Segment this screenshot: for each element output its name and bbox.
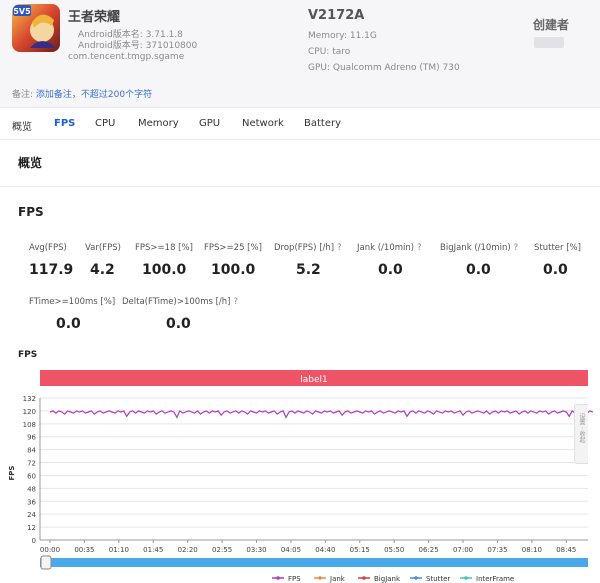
metric-label-delta-ftime: Delta(FTime)>100ms [/h]?: [122, 297, 239, 307]
y-tick-label: 36: [27, 498, 36, 506]
tab-gpu[interactable]: GPU: [199, 118, 221, 129]
x-tick-label: 06:25: [419, 546, 439, 554]
legend-marker: [318, 576, 322, 580]
legend-label: InterFrame: [476, 575, 514, 583]
add-note-link[interactable]: 添加备注，不超过200个字符: [35, 90, 153, 100]
x-tick-label: 07:35: [487, 546, 507, 554]
y-tick-label: 0: [32, 537, 36, 545]
device-cpu: CPU: taro: [308, 47, 351, 57]
tab-network[interactable]: Network: [242, 118, 284, 129]
x-tick-label: 01:45: [143, 546, 163, 554]
x-tick-label: 08:45: [556, 546, 576, 554]
delta-ftime-help-icon[interactable]: ?: [233, 297, 239, 307]
metric-value-fps-25: 100.0: [211, 262, 256, 278]
tab-overview[interactable]: 概览: [12, 122, 32, 133]
x-tick-label: 08:10: [522, 546, 542, 554]
metric-value-delta-ftime: 0.0: [166, 316, 191, 332]
x-tick-label: 00:00: [40, 546, 60, 554]
region-label-text: label1: [300, 375, 328, 385]
x-tick-label: 02:55: [212, 546, 232, 554]
tab-memory[interactable]: Memory: [138, 118, 179, 129]
y-tick-label: 72: [27, 460, 36, 468]
x-tick-label: 03:30: [246, 546, 266, 554]
fps-chart[interactable]: label1 0 12 24 36 48 60 72 84 96 108 120 132 FPS 00:00…: [0, 362, 600, 583]
legend-marker: [362, 576, 366, 580]
device-gpu: GPU: Qualcomm Adreno (TM) 730: [308, 63, 460, 73]
creator-value-redacted: [534, 37, 564, 48]
creator-label: 创建者: [533, 18, 570, 32]
metric-value-fps-18: 100.0: [142, 262, 187, 278]
metric-label-jank: Jank (/10min)?: [357, 243, 422, 253]
x-tick-label: 07:00: [453, 546, 473, 554]
metric-label-stutter: Stutter [%]: [534, 243, 581, 253]
metric-label-bigjank: BigJank (/10min)?: [440, 243, 519, 253]
chart-title: FPS: [18, 350, 38, 360]
legend-label: FPS: [288, 575, 301, 583]
region-label-bar: [40, 370, 588, 386]
y-tick-label: 84: [27, 447, 36, 455]
x-tick-label: 04:05: [281, 546, 301, 554]
y-tick-label: 60: [27, 472, 36, 480]
side-tab-text: 设置 · 收起: [578, 413, 585, 443]
overview-title: 概览: [18, 156, 43, 170]
y-tick-label: 12: [27, 524, 36, 532]
note-row: 备注: 添加备注，不超过200个字符: [12, 87, 152, 100]
y-tick-label: 48: [27, 485, 36, 493]
metric-value-var-fps: 4.2: [90, 262, 115, 278]
legend-label: Jank: [329, 575, 346, 583]
legend-label: BigJank: [374, 575, 401, 583]
report-header: 5V5 王者荣耀 Android版本名: 3.71.1.8 Android版本号…: [0, 0, 600, 108]
metric-label-avg-fps: Avg(FPS): [29, 243, 67, 253]
y-tick-label: 120: [23, 408, 36, 416]
legend-marker: [414, 576, 418, 580]
metric-label-fps-25: FPS>=25 [%]: [204, 243, 262, 253]
tab-fps[interactable]: FPS: [54, 118, 76, 129]
tab-bar: 概览 FPS CPU Memory GPU Network Battery: [0, 108, 600, 140]
metric-label-ftime: FTime>=100ms [%]: [29, 297, 116, 307]
legend-marker: [276, 576, 280, 580]
jank-help-icon[interactable]: ?: [417, 243, 422, 253]
android-version-code: Android版本号: 371010800: [78, 41, 198, 51]
drop-fps-help-icon[interactable]: ?: [337, 243, 342, 253]
metric-label-drop-fps: Drop(FPS) [/h]?: [274, 243, 342, 253]
metric-value-ftime: 0.0: [56, 316, 81, 332]
x-tick-label: 02:20: [178, 546, 198, 554]
metric-value-jank: 0.0: [378, 262, 403, 278]
tab-battery[interactable]: Battery: [304, 118, 342, 129]
x-tick-label: 00:35: [74, 546, 94, 554]
android-version-name: Android版本名: 3.71.1.8: [78, 30, 183, 40]
metric-label-var-fps: Var(FPS): [85, 243, 121, 253]
metric-value-stutter: 0.0: [543, 262, 568, 278]
x-tick-label: 05:15: [350, 546, 370, 554]
tab-cpu[interactable]: CPU: [95, 118, 116, 129]
app-name: 王者荣耀: [68, 10, 121, 25]
device-memory: Memory: 11.1G: [308, 31, 377, 41]
y-tick-label: 96: [27, 434, 36, 442]
y-tick-label: 132: [23, 395, 36, 403]
package-name: com.tencent.tmgp.sgame: [68, 52, 185, 62]
x-tick-label: 04:40: [315, 546, 335, 554]
fps-series-line: [49, 409, 594, 419]
legend-label: Stutter: [426, 575, 450, 583]
y-tick-label: 24: [27, 511, 36, 519]
metric-value-drop-fps: 5.2: [296, 262, 321, 278]
slider-handle[interactable]: [40, 555, 52, 570]
time-range-slider[interactable]: [40, 558, 588, 567]
device-model: V2172A: [308, 8, 365, 23]
legend-marker: [464, 576, 468, 580]
fps-section-title: FPS: [18, 205, 44, 219]
x-tick-label: 05:50: [384, 546, 404, 554]
side-panel-toggle[interactable]: 设置 · 收起: [574, 404, 588, 464]
svg-text:5V5: 5V5: [13, 7, 31, 16]
metric-label-fps-18: FPS>=18 [%]: [135, 243, 193, 253]
section-divider: [0, 186, 600, 187]
y-tick-label: 108: [23, 421, 36, 429]
metric-value-bigjank: 0.0: [466, 262, 491, 278]
metric-value-avg-fps: 117.9: [29, 262, 74, 278]
x-tick-label: 01:10: [109, 546, 129, 554]
app-icon: 5V5: [12, 4, 60, 52]
y-axis-label: FPS: [8, 466, 16, 481]
bigjank-help-icon[interactable]: ?: [513, 243, 519, 253]
note-label: 备注:: [12, 90, 34, 100]
